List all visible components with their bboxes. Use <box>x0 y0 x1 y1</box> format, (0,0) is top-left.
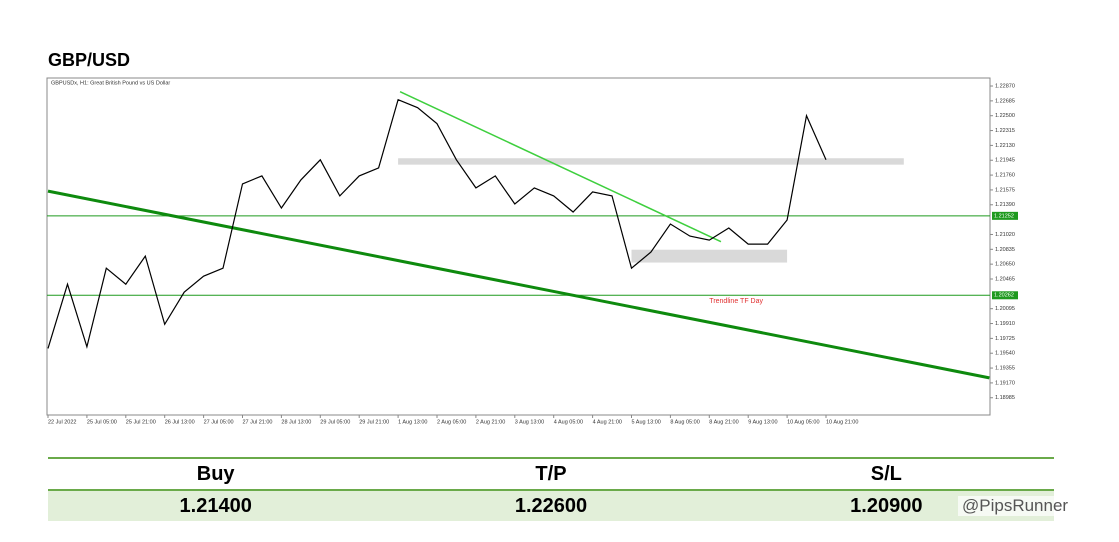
header-cell: T/P <box>535 462 567 485</box>
trendline <box>399 90 722 243</box>
level-box <box>992 211 1018 220</box>
x-tick-label: 10 Aug 05:00 <box>787 419 819 425</box>
x-tick-label: 4 Aug 21:00 <box>593 419 622 425</box>
y-tick-label: 1.20835 <box>995 247 1015 253</box>
y-tick-label: 1.19355 <box>995 366 1015 372</box>
y-tick-label: 1.19170 <box>995 380 1015 386</box>
x-tick-label: 27 Jul 21:00 <box>243 419 273 425</box>
y-tick-label: 1.20095 <box>995 306 1015 312</box>
y-tick-label: 1.21390 <box>995 202 1015 208</box>
x-tick-label: 4 Aug 05:00 <box>554 419 583 425</box>
table-cell: 1.20900 <box>850 494 923 517</box>
y-tick-label: 1.19725 <box>995 336 1015 342</box>
annotation: Trendline TF Day <box>709 298 763 305</box>
watermark: @PipsRunner <box>958 496 1073 516</box>
zone <box>631 249 788 263</box>
y-tick-label: 1.22130 <box>995 143 1015 149</box>
x-tick-label: 8 Aug 21:00 <box>709 419 738 425</box>
y-tick-label: 1.21575 <box>995 187 1015 193</box>
y-tick-label: 1.18985 <box>995 395 1015 401</box>
chart: GBP/USD GBPUSDx, H1: Great British Pound… <box>46 50 1018 425</box>
y-tick-label: 1.19540 <box>995 351 1015 357</box>
y-tick-label: 1.21760 <box>995 173 1015 179</box>
x-tick-label: 27 Jul 05:00 <box>204 419 234 425</box>
zone <box>398 158 904 165</box>
y-tick-label: 1.21945 <box>995 158 1015 164</box>
table-cell: 1.21400 <box>179 494 252 517</box>
x-tick-label: 5 Aug 13:00 <box>632 419 661 425</box>
x-tick-label: 1 Aug 13:00 <box>398 419 427 425</box>
y-tick-label: 1.22315 <box>995 128 1015 134</box>
x-tick-label: 22 Jul 2022 <box>48 419 76 425</box>
level-box <box>992 291 1018 300</box>
header-cell: Buy <box>196 462 235 485</box>
x-tick-label: 10 Aug 21:00 <box>826 419 858 425</box>
trendline <box>47 189 990 380</box>
table-header: Buy T/P S/L <box>48 459 1054 489</box>
x-tick-label: 9 Aug 13:00 <box>748 419 777 425</box>
chart-subtitle: GBPUSDx, H1: Great British Pound vs US D… <box>51 80 170 86</box>
level-label: 1.21252 <box>994 213 1014 219</box>
x-tick-label: 26 Jul 13:00 <box>165 419 195 425</box>
x-tick-label: 28 Jul 13:00 <box>281 419 311 425</box>
price-line <box>47 98 827 350</box>
y-tick-label: 1.22500 <box>995 113 1015 119</box>
x-tick-label: 2 Aug 05:00 <box>437 419 466 425</box>
x-tick-label: 29 Jul 21:00 <box>359 419 389 425</box>
x-tick-label: 25 Jul 21:00 <box>126 419 156 425</box>
x-tick-label: 29 Jul 05:00 <box>320 419 350 425</box>
table-cell: 1.22600 <box>514 494 588 517</box>
x-tick-label: 25 Jul 05:00 <box>87 419 117 425</box>
table-row: 1.21400 1.22600 1.20900 <box>48 489 1054 521</box>
y-tick-label: 1.20465 <box>995 276 1015 282</box>
chart-title: GBP/USD <box>48 50 130 70</box>
header-cell: S/L <box>870 462 902 485</box>
y-tick-label: 1.19910 <box>995 321 1015 327</box>
y-tick-label: 1.22870 <box>995 83 1015 89</box>
level-label: 1.20262 <box>994 293 1014 299</box>
x-tick-label: 2 Aug 21:00 <box>476 419 505 425</box>
y-tick-label: 1.22685 <box>995 98 1015 104</box>
table: Buy T/P S/L 1.21400 1.22600 1.20900 <box>48 457 1054 521</box>
y-tick-label: 1.20650 <box>995 262 1015 268</box>
y-tick-label: 1.21020 <box>995 232 1015 238</box>
plot-frame <box>46 77 991 416</box>
x-tick-label: 3 Aug 13:00 <box>515 419 544 425</box>
x-tick-label: 8 Aug 05:00 <box>670 419 699 425</box>
